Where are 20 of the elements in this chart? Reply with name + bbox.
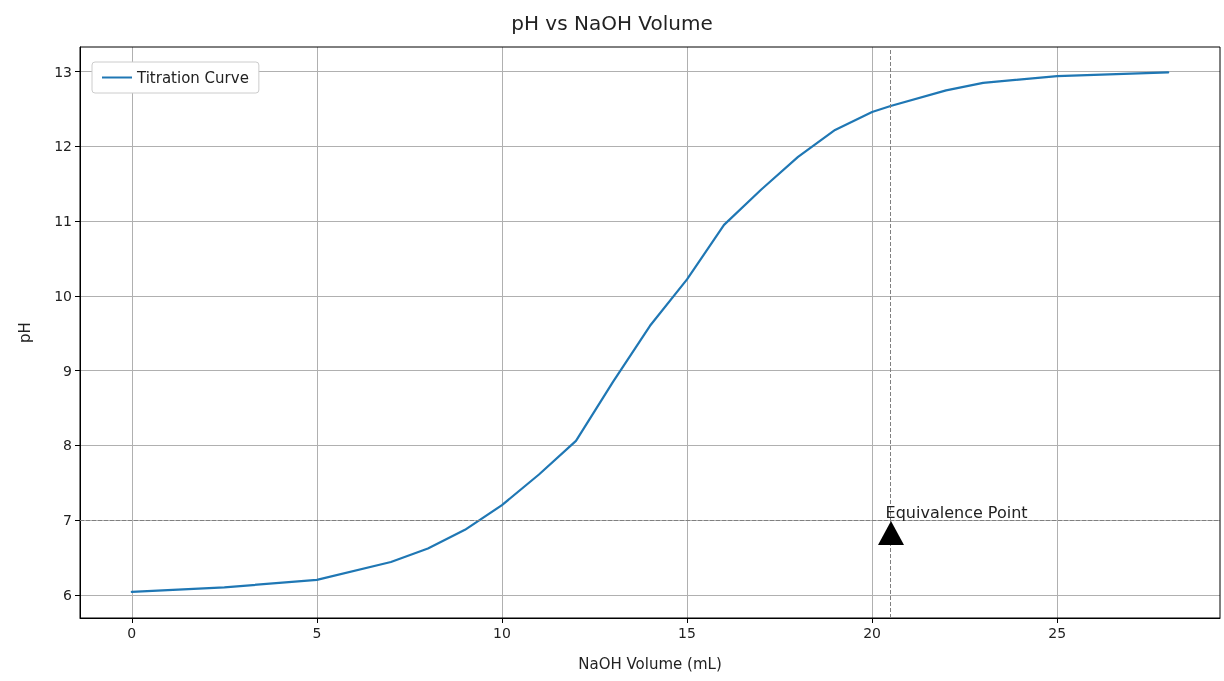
annotation: Equivalence Point xyxy=(885,502,1028,522)
chart-title: pH vs NaOH Volume xyxy=(511,11,713,35)
y-tick-label: 8 xyxy=(63,437,72,454)
legend-label: Titration Curve xyxy=(136,68,249,87)
y-tick-label: 11 xyxy=(54,213,72,230)
y-tick-label: 9 xyxy=(63,362,72,379)
x-tick-label: 5 xyxy=(312,625,322,641)
y-tick-label: 10 xyxy=(54,287,72,304)
x-tick-label: 10 xyxy=(493,625,511,641)
x-tick-label: 25 xyxy=(1048,625,1067,641)
y-tick-label: 12 xyxy=(54,138,72,155)
y-tick-label: 6 xyxy=(63,586,73,603)
x-tick-label: 20 xyxy=(863,625,881,641)
x-tick-label: 15 xyxy=(678,625,696,641)
y-tick-label: 7 xyxy=(63,512,72,529)
y-axis-title: pH xyxy=(15,322,34,343)
x-tick-label: 0 xyxy=(127,625,137,641)
y-tick-label: 13 xyxy=(54,63,72,80)
line-series xyxy=(130,71,1170,593)
x-axis-title: NaOH Volume (mL) xyxy=(578,654,722,673)
